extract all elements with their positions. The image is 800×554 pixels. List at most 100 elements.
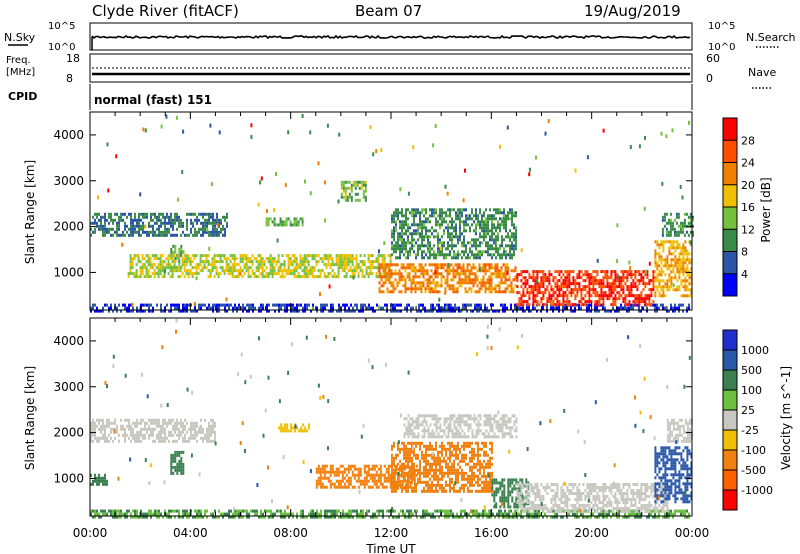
nsky-left-bottom-tick: 10^0 bbox=[48, 42, 75, 53]
beam-title: Beam 07 bbox=[355, 2, 422, 20]
nave-label: Nave bbox=[748, 66, 776, 79]
x-tick-label: 00:00 bbox=[675, 526, 710, 540]
cpid-mode-text: normal (fast) 151 bbox=[94, 93, 212, 107]
data-region bbox=[516, 483, 669, 513]
colorbar-segment bbox=[723, 370, 737, 390]
nsky-trace bbox=[91, 34, 691, 40]
colorbar-segment bbox=[723, 430, 737, 450]
colorbar-tick-label: 20 bbox=[741, 179, 755, 192]
colorbar-tick-label: 16 bbox=[741, 201, 755, 214]
colorbar-tick-label: -500 bbox=[741, 464, 766, 477]
y-tick-label: 4000 bbox=[53, 334, 84, 348]
freq-bottom-tick: 8 bbox=[66, 72, 73, 85]
velocity-ylabel: Slant Range [km] bbox=[23, 366, 37, 470]
data-region bbox=[90, 212, 228, 237]
nsky-label: N.Sky bbox=[4, 31, 36, 44]
colorbar-segment bbox=[723, 490, 737, 510]
colorbar-segment bbox=[723, 251, 737, 274]
velocity-colorbar-label: Velocity [m s^-1] bbox=[779, 366, 793, 470]
data-region bbox=[491, 478, 530, 509]
power-ylabel: Slant Range [km] bbox=[23, 160, 37, 264]
colorbar-segment bbox=[723, 390, 737, 410]
station-title: Clyde River (fitACF) bbox=[92, 2, 239, 20]
colorbar-tick-label: 8 bbox=[741, 246, 748, 259]
data-region bbox=[666, 418, 693, 443]
y-tick-label: 3000 bbox=[53, 380, 84, 394]
y-tick-label: 2000 bbox=[53, 426, 84, 440]
freq-label: Freq. bbox=[6, 55, 31, 66]
x-tick-label: 16:00 bbox=[474, 526, 509, 540]
x-tick-label: 12:00 bbox=[374, 526, 409, 540]
x-axis-label: Time UT bbox=[365, 542, 416, 554]
freq-top-tick: 18 bbox=[66, 52, 80, 65]
colorbar-segment bbox=[723, 450, 737, 470]
nsky-panel: N.Sky 10^5 10^0 10^5 10^0 N.Search bbox=[4, 21, 796, 53]
power-panel: 1000 2000 3000 4000 Slant Range [km] 4 8 12 16… bbox=[23, 111, 773, 313]
colorbar-tick-label: -1000 bbox=[741, 484, 773, 497]
freq-unit-label: [MHz] bbox=[6, 67, 35, 78]
nave-bottom-tick: 0 bbox=[706, 72, 713, 85]
velocity-panel: 1000 2000 3000 4000 00:00 04:00 08:00 12:00 16:… bbox=[23, 317, 793, 554]
data-region bbox=[661, 212, 694, 237]
cpid-panel: CPID normal (fast) 151 bbox=[8, 84, 693, 110]
colorbar-tick-label: 1000 bbox=[741, 344, 769, 357]
colorbar-tick-label: 25 bbox=[741, 404, 755, 417]
colorbar-segment bbox=[723, 410, 737, 430]
data-region bbox=[90, 418, 216, 443]
nsky-right-top-tick: 10^5 bbox=[708, 21, 735, 32]
x-tick-label: 00:00 bbox=[73, 526, 108, 540]
colorbar-segment bbox=[723, 350, 737, 370]
data-region bbox=[315, 464, 418, 489]
x-tick-label: 08:00 bbox=[273, 526, 308, 540]
colorbar-segment bbox=[723, 207, 737, 230]
data-region bbox=[127, 254, 392, 279]
data-region bbox=[340, 180, 367, 202]
power-data bbox=[90, 114, 694, 313]
colorbar-tick-label: -100 bbox=[741, 444, 766, 457]
colorbar-tick-label: 28 bbox=[741, 134, 755, 147]
data-region bbox=[654, 446, 693, 504]
y-tick-label: 2000 bbox=[53, 220, 84, 234]
colorbar-tick-label: 100 bbox=[741, 384, 762, 397]
data-region bbox=[170, 450, 185, 475]
colorbar-tick-label: 12 bbox=[741, 223, 755, 236]
colorbar-segment bbox=[723, 162, 737, 185]
data-region bbox=[90, 509, 690, 519]
data-region bbox=[278, 423, 311, 433]
data-region bbox=[516, 270, 655, 307]
y-tick-label: 1000 bbox=[53, 471, 84, 485]
power-colorbar: 4 8 12 16 20 24 28 bbox=[722, 117, 755, 297]
data-region bbox=[403, 414, 518, 439]
colorbar-tick-label: 4 bbox=[741, 268, 748, 281]
scatter-echoes bbox=[97, 114, 692, 313]
colorbar-segment bbox=[723, 140, 737, 163]
x-tick-label: 20:00 bbox=[574, 526, 609, 540]
y-tick-label: 3000 bbox=[53, 174, 84, 188]
colorbar-segment bbox=[723, 184, 737, 207]
nsky-left-top-tick: 10^5 bbox=[48, 21, 75, 32]
date-title: 19/Aug/2019 bbox=[584, 2, 681, 20]
nsky-right-bottom-tick: 10^0 bbox=[708, 42, 735, 53]
colorbar-tick-label: 500 bbox=[741, 364, 762, 377]
cpid-label: CPID bbox=[8, 90, 37, 103]
data-region bbox=[265, 217, 304, 227]
colorbar-segment bbox=[723, 470, 737, 490]
colorbar-segment bbox=[723, 273, 737, 296]
scatter-echoes bbox=[104, 318, 691, 517]
colorbar-tick-label: -25 bbox=[741, 424, 759, 437]
nave-top-tick: 60 bbox=[706, 52, 720, 65]
nsearch-label: N.Search bbox=[746, 31, 796, 44]
colorbar-segment bbox=[723, 118, 737, 141]
colorbar-tick-label: 24 bbox=[741, 157, 755, 170]
data-region bbox=[391, 208, 517, 260]
y-tick-label: 4000 bbox=[53, 128, 84, 142]
power-colorbar-label: Power [dB] bbox=[759, 177, 773, 242]
data-region bbox=[391, 441, 493, 493]
x-tick-label: 04:00 bbox=[173, 526, 208, 540]
data-region bbox=[378, 263, 517, 294]
colorbar-segment bbox=[723, 229, 737, 252]
data-region bbox=[90, 473, 108, 486]
freq-panel: Freq. [MHz] 18 8 60 0 Nave bbox=[6, 52, 776, 89]
colorbar-segment bbox=[723, 330, 737, 350]
